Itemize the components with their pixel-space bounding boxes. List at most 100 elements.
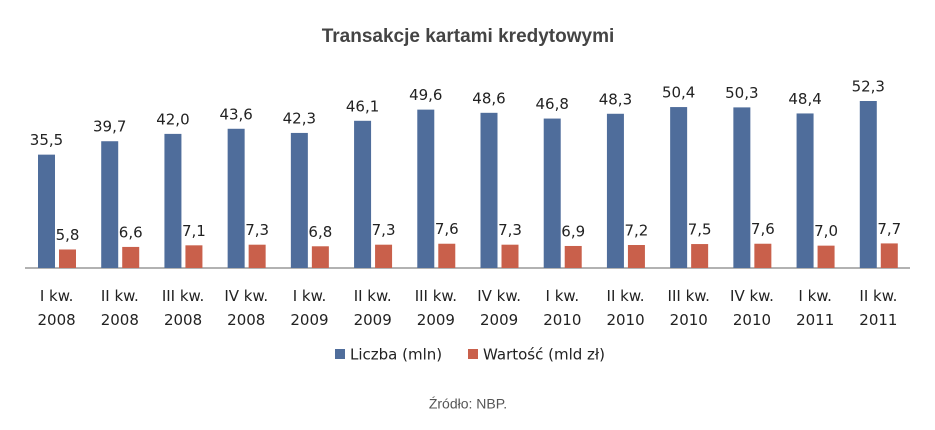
x-tick-line: 2011: [859, 311, 897, 329]
x-tick-label: I kw. 2011: [796, 287, 834, 329]
x-tick-label: IV kw. 2008: [224, 287, 268, 329]
chart-title: Transakcje kartami kredytowymi: [322, 26, 615, 47]
value-label: 7,2: [624, 222, 648, 240]
bar: [691, 244, 709, 268]
bar: [417, 109, 435, 268]
value-label: 43,6: [219, 105, 252, 123]
bar: [375, 244, 393, 268]
value-label: 46,8: [536, 95, 569, 113]
value-label: 6,9: [561, 222, 585, 240]
bar: [859, 101, 877, 268]
x-tick-label: IV kw. 2009: [477, 287, 521, 329]
x-tick-line: 2009: [354, 311, 392, 329]
bar: [438, 243, 456, 268]
value-label: 48,4: [788, 90, 821, 108]
x-tick-line: II kw.: [607, 287, 645, 305]
x-tick-line: I kw.: [40, 287, 74, 305]
bar: [796, 113, 814, 268]
value-label: 42,3: [283, 109, 316, 127]
x-tick-line: IV kw.: [477, 287, 521, 305]
value-label: 39,7: [93, 118, 126, 136]
x-tick-line: 2010: [670, 311, 708, 329]
x-tick-line: 2011: [796, 311, 834, 329]
value-label: 46,1: [346, 97, 379, 115]
bar: [122, 246, 140, 268]
bar: [354, 120, 372, 268]
value-label: 7,3: [498, 221, 522, 239]
bar: [670, 107, 688, 268]
value-label: 49,6: [409, 86, 442, 104]
x-tick-label: I kw. 2008: [38, 287, 76, 329]
value-label: 35,5: [30, 131, 63, 149]
legend-label: Wartość (mld zł): [483, 346, 605, 364]
bar: [248, 244, 266, 268]
x-tick-label: III kw. 2008: [162, 287, 204, 329]
x-tick-label: III kw. 2010: [668, 287, 710, 329]
x-tick-label: II kw. 2008: [101, 287, 139, 329]
value-label: 52,3: [852, 78, 885, 96]
bar: [733, 107, 751, 268]
bar: [480, 112, 498, 268]
value-label: 7,5: [688, 221, 712, 239]
x-tick-line: 2009: [417, 311, 455, 329]
x-tick-line: 2009: [290, 311, 328, 329]
value-label: 48,3: [599, 90, 632, 108]
x-tick-label: I kw. 2009: [290, 287, 328, 329]
x-tick-line: II kw.: [859, 287, 897, 305]
x-tick-line: 2008: [227, 311, 265, 329]
bar: [227, 128, 245, 268]
bar: [185, 245, 203, 268]
value-label: 6,6: [119, 223, 143, 241]
x-tick-line: I kw.: [546, 287, 580, 305]
value-label: 50,3: [725, 84, 758, 102]
x-tick-label: II kw. 2011: [859, 287, 897, 329]
x-tick-line: 2008: [164, 311, 202, 329]
bar: [101, 141, 119, 268]
x-tick-line: III kw.: [162, 287, 204, 305]
x-tick-line: II kw.: [101, 287, 139, 305]
x-tick-line: II kw.: [354, 287, 392, 305]
value-label: 7,3: [245, 221, 269, 239]
value-label: 48,6: [472, 89, 505, 107]
x-tick-line: IV kw.: [224, 287, 268, 305]
bar: [880, 243, 898, 268]
value-label: 7,3: [372, 221, 396, 239]
bar: [564, 245, 582, 268]
x-tick-label: II kw. 2010: [606, 287, 644, 329]
bar: [59, 249, 76, 268]
x-tick-line: IV kw.: [730, 287, 774, 305]
x-tick-line: I kw.: [293, 287, 327, 305]
value-label: 7,1: [182, 222, 206, 240]
x-tick-label: IV kw. 2010: [730, 287, 774, 329]
x-tick-line: 2008: [38, 311, 76, 329]
x-tick-line: I kw.: [798, 287, 832, 305]
value-label: 7,6: [435, 220, 459, 238]
value-label: 42,0: [156, 110, 189, 128]
x-tick-line: 2010: [543, 311, 581, 329]
bar: [290, 132, 308, 268]
value-label: 7,0: [814, 222, 838, 240]
x-tick-label: II kw. 2009: [354, 287, 392, 329]
bar: [627, 245, 645, 268]
bar: [543, 118, 561, 269]
bar: [754, 243, 772, 268]
bar: [817, 245, 835, 268]
legend-swatch: [468, 349, 478, 359]
x-tick-line: 2008: [101, 311, 139, 329]
bar: [501, 244, 519, 268]
value-label: 7,7: [877, 220, 901, 238]
bar: [164, 133, 182, 268]
x-tick-label: I kw. 2010: [543, 287, 581, 329]
legend-swatch: [335, 349, 345, 359]
bar: [38, 154, 55, 268]
x-tick-line: 2010: [606, 311, 644, 329]
x-tick-line: 2009: [480, 311, 518, 329]
x-tick-label: III kw. 2009: [415, 287, 457, 329]
source: Źródło: NBP.: [429, 396, 507, 412]
legend-label: Liczba (mln): [350, 346, 442, 364]
x-tick-line: III kw.: [415, 287, 457, 305]
x-tick-line: III kw.: [668, 287, 710, 305]
bar: [606, 113, 624, 269]
bar: [311, 246, 329, 268]
